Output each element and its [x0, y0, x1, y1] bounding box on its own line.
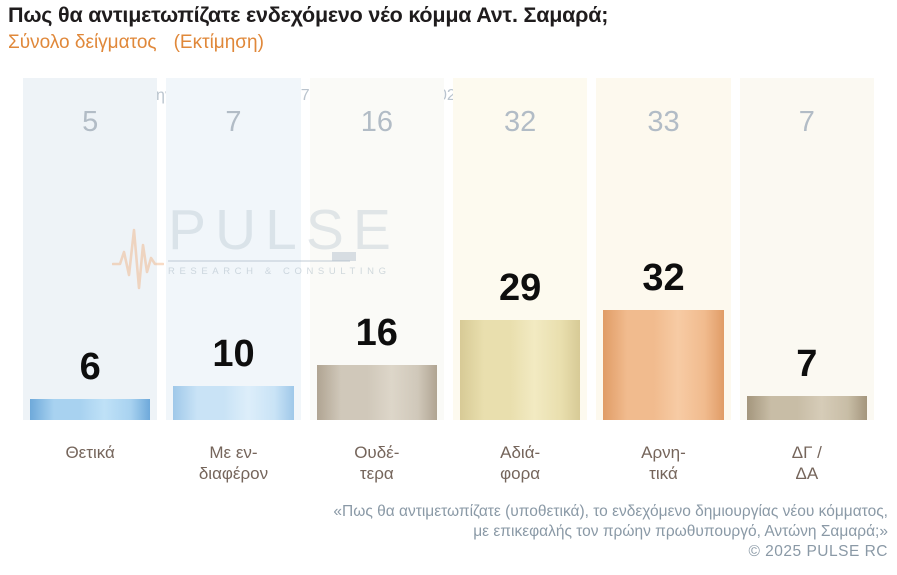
chart-column: 7 10 Με εν- διαφέρον: [166, 78, 301, 483]
footnote-line1: «Πως θα αντιμετωπίζατε (υποθετικά), το ε…: [333, 503, 888, 520]
bar: [30, 399, 151, 420]
category-label: Αδιά- φορα: [500, 443, 541, 483]
footnote: «Πως θα αντιμετωπίζατε (υποθετικά), το ε…: [0, 502, 888, 562]
bar: [173, 386, 294, 420]
bar: [459, 320, 581, 420]
copyright: © 2025 PULSE RC: [748, 543, 888, 560]
column-background: 16 16: [309, 78, 444, 420]
footnote-line2: με επικεφαλής τον πρώην πρωθυπουργό, Αντ…: [473, 523, 888, 540]
category-label: Θετικά: [65, 443, 115, 462]
chart-column: 5 6 Θετικά: [23, 78, 158, 462]
bar: [316, 365, 437, 420]
current-value-label: 32: [642, 257, 685, 299]
column-background: 5 6: [23, 78, 158, 420]
page-title: Πως θα αντιμετωπίζατε ενδεχόμενο νέο κόμ…: [8, 3, 609, 27]
bar: [603, 310, 724, 420]
chart-column: 33 32 Αρνη- τικά: [596, 78, 731, 483]
subtitle-note: (Εκτίμηση): [173, 32, 264, 53]
current-value-label: 16: [355, 312, 398, 354]
category-label: Με εν- διαφέρον: [198, 443, 269, 483]
subtitle-sample: Σύνολο δείγματος: [8, 32, 157, 53]
current-value-label: 29: [499, 267, 542, 309]
previous-value-label: 32: [504, 106, 537, 138]
chart-subtitle: Σύνολο δείγματος (Εκτίμηση): [8, 32, 264, 54]
category-label: ΔΓ / ΔΑ: [791, 443, 822, 483]
chart-column: 32 29 Αδιά- φορα: [452, 78, 588, 483]
previous-value-label: 5: [82, 106, 99, 138]
column-background: 32 29: [452, 78, 588, 420]
column-background: 33 32: [596, 78, 731, 420]
chart-column: 16 16 Ουδέ- τερα: [309, 78, 444, 483]
previous-value-label: 16: [360, 106, 393, 138]
column-background: 7 7: [739, 78, 874, 420]
category-label: Αρνη- τικά: [641, 443, 686, 483]
category-label: Ουδέ- τερα: [354, 443, 400, 483]
current-value-label: 7: [796, 343, 818, 385]
previous-value-label: 7: [225, 106, 242, 138]
previous-value-label: 7: [798, 106, 815, 138]
current-value-label: 10: [212, 333, 255, 375]
chart-column: 7 7 ΔΓ / ΔΑ: [739, 78, 874, 483]
bar: [746, 396, 867, 420]
current-value-label: 6: [79, 346, 101, 388]
column-background: 7 10: [166, 78, 301, 420]
previous-value-label: 33: [647, 106, 680, 138]
plot-area: Προηγούμενη έρευνα ( 17 - 20 Οκτωβρίου 2…: [23, 78, 874, 483]
